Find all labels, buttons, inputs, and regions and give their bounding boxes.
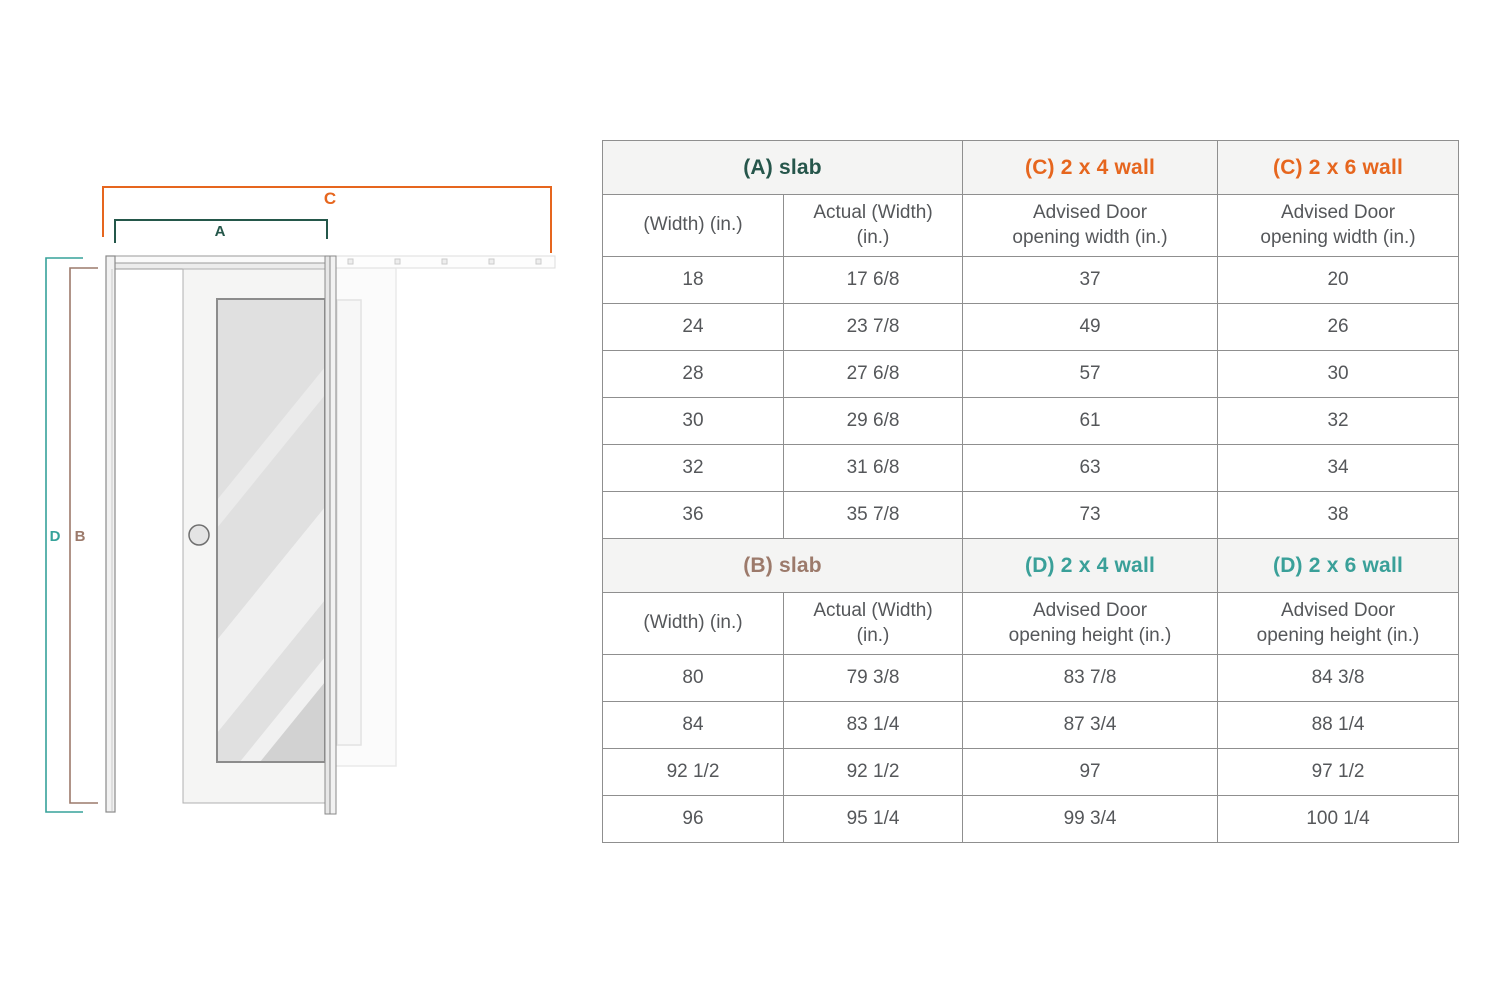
door-slab (182, 268, 328, 804)
table-cell: 49 (962, 303, 1219, 351)
rail-hole (488, 258, 495, 265)
column-header-cell: Advised Door opening width (in.) (962, 194, 1219, 257)
dimension-bracket-a: A (114, 219, 328, 243)
table-cell: 84 (602, 701, 784, 749)
column-header-cell: Advised Door opening height (in.) (1217, 592, 1460, 655)
table-cell: 57 (962, 350, 1219, 398)
dimension-bracket-c: C (102, 186, 552, 253)
dimension-label-d: D (50, 528, 61, 545)
column-header-cell: Advised Door opening width (in.) (1217, 194, 1460, 257)
table-cell: 35 7/8 (782, 491, 964, 539)
table-row: 18 17 6/8 37 20 (602, 256, 1460, 304)
table-cell: 20 (1217, 256, 1460, 304)
size-table-body: (A) slab (C) 2 x 4 wall (C) 2 x 6 wall (Wid… (601, 140, 1460, 843)
table-cell: 24 (602, 303, 784, 351)
dimension-bracket-d: D (45, 257, 83, 813)
table-row: 36 35 7/8 73 38 (602, 491, 1460, 539)
ghost-door-in-pocket (334, 267, 397, 767)
section-header-cell: (C) 2 x 4 wall (962, 140, 1219, 195)
section-header-cell: (C) 2 x 6 wall (1217, 140, 1460, 195)
section-header-row: (B) slab (D) 2 x 4 wall (D) 2 x 6 wall (601, 538, 1460, 593)
ghost-glass-panel (336, 299, 362, 746)
section-header-cell: (A) slab (601, 140, 964, 195)
table-cell: 32 (1217, 397, 1460, 445)
dimension-bracket-b: B (69, 267, 98, 804)
table-cell: 83 7/8 (962, 654, 1219, 702)
table-row: 84 83 1/4 87 3/4 88 1/4 (602, 701, 1460, 749)
column-header-cell: Advised Door opening height (in.) (962, 592, 1219, 655)
column-header-row: (Width) (in.) Actual (Width) (in.) Advised… (602, 592, 1460, 655)
table-cell: 92 1/2 (782, 748, 964, 796)
column-header-cell: Actual (Width) (in.) (782, 592, 964, 655)
column-header-row: (Width) (in.) Actual (Width) (in.) Advised… (602, 194, 1460, 257)
table-row: 30 29 6/8 61 32 (602, 397, 1460, 445)
right-jamb (324, 255, 337, 815)
rail-hole (535, 258, 542, 265)
table-cell: 18 (602, 256, 784, 304)
door-frame (105, 255, 336, 813)
table-cell: 30 (1217, 350, 1460, 398)
door-pull-handle (188, 524, 210, 546)
frame-top-track-inner (105, 262, 336, 270)
rail-hole (347, 258, 354, 265)
section-header-row: (A) slab (C) 2 x 4 wall (C) 2 x 6 wall (601, 140, 1460, 195)
section-header-cell: (D) 2 x 4 wall (962, 538, 1219, 593)
track-rail (334, 255, 556, 269)
table-cell: 30 (602, 397, 784, 445)
table-cell: 100 1/4 (1217, 795, 1460, 843)
column-header-cell: (Width) (in.) (602, 592, 784, 655)
dimension-label-b: B (75, 528, 86, 545)
table-cell: 87 3/4 (962, 701, 1219, 749)
table-row: 28 27 6/8 57 30 (602, 350, 1460, 398)
size-table: (A) slab (C) 2 x 4 wall (C) 2 x 6 wall (Wid… (601, 140, 1460, 843)
table-cell: 97 1/2 (1217, 748, 1460, 796)
table-cell: 23 7/8 (782, 303, 964, 351)
table-cell: 83 1/4 (782, 701, 964, 749)
dimension-label-a: A (215, 223, 226, 240)
table-cell: 32 (602, 444, 784, 492)
table-row: 92 1/2 92 1/2 97 97 1/2 (602, 748, 1460, 796)
table-cell: 29 6/8 (782, 397, 964, 445)
table-row: 32 31 6/8 63 34 (602, 444, 1460, 492)
table-cell: 79 3/8 (782, 654, 964, 702)
table-cell: 88 1/4 (1217, 701, 1460, 749)
table-cell: 36 (602, 491, 784, 539)
table-cell: 80 (602, 654, 784, 702)
table-row: 24 23 7/8 49 26 (602, 303, 1460, 351)
table-cell: 28 (602, 350, 784, 398)
pocket-door-diagram: C A D B (45, 186, 556, 815)
section-header-cell: (D) 2 x 6 wall (1217, 538, 1460, 593)
table-cell: 97 (962, 748, 1219, 796)
table-cell: 34 (1217, 444, 1460, 492)
column-header-cell: Actual (Width) (in.) (782, 194, 964, 257)
table-cell: 96 (602, 795, 784, 843)
table-cell: 17 6/8 (782, 256, 964, 304)
left-jamb (105, 255, 116, 813)
table-cell: 95 1/4 (782, 795, 964, 843)
table-cell: 63 (962, 444, 1219, 492)
rail-hole (441, 258, 448, 265)
table-cell: 38 (1217, 491, 1460, 539)
dimension-label-c: C (324, 189, 336, 208)
table-cell: 84 3/8 (1217, 654, 1460, 702)
column-header-cell: (Width) (in.) (602, 194, 784, 257)
frame-top-track (105, 255, 336, 264)
rail-hole (394, 258, 401, 265)
glass-reflections (217, 367, 325, 762)
glass-panel (216, 298, 326, 763)
table-cell: 73 (962, 491, 1219, 539)
table-cell: 61 (962, 397, 1219, 445)
table-cell: 37 (962, 256, 1219, 304)
table-cell: 27 6/8 (782, 350, 964, 398)
table-cell: 31 6/8 (782, 444, 964, 492)
table-cell: 92 1/2 (602, 748, 784, 796)
table-row: 80 79 3/8 83 7/8 84 3/8 (602, 654, 1460, 702)
table-row: 96 95 1/4 99 3/4 100 1/4 (602, 795, 1460, 843)
section-header-cell: (B) slab (601, 538, 964, 593)
table-cell: 26 (1217, 303, 1460, 351)
table-cell: 99 3/4 (962, 795, 1219, 843)
